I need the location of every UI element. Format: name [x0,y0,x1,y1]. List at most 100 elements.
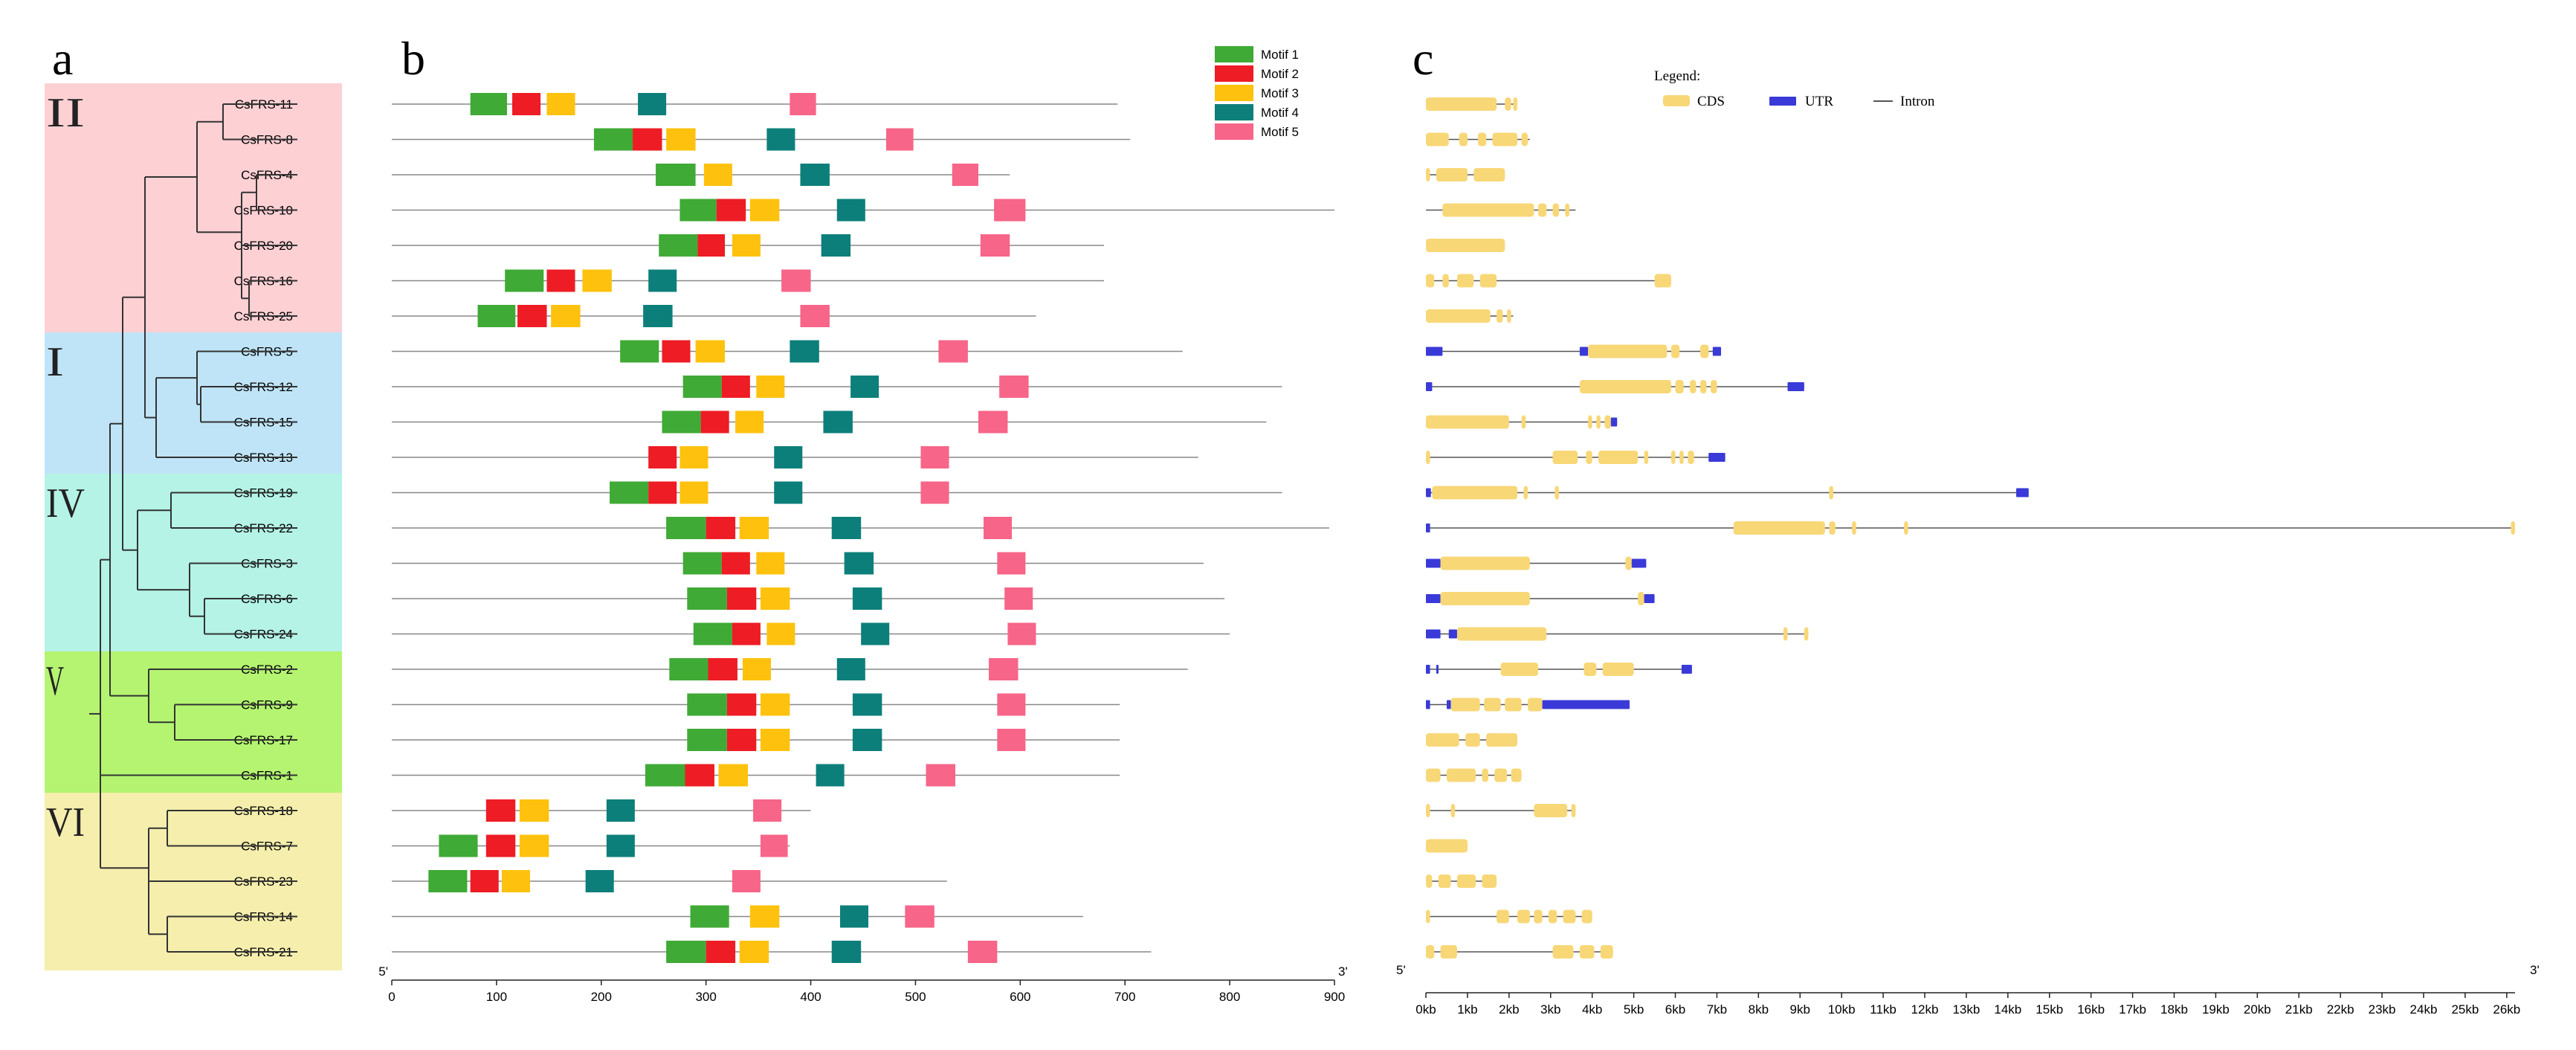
legend-utr-swatch [1769,97,1796,106]
axis-b-tick-label: 900 [1324,990,1345,1004]
utr-box [1426,558,1441,568]
motif-2-box [470,870,499,892]
cds-box [1521,415,1526,429]
motif-5-box [997,729,1026,751]
legend-swatch-motif-5 [1215,123,1253,140]
panel-label-a: a [52,32,73,85]
motif-2-box [721,552,750,575]
clade-band-V [45,651,342,793]
cds-box [1440,945,1457,959]
cds-box [1473,168,1505,181]
phylogenetic-tree: CsFRS-11CsFRS-8CsFRS-4CsFRS-10CsFRS-20Cs… [89,97,297,959]
legend-intron-label: Intron [1900,94,1935,109]
clade-label: VI [46,799,85,846]
cds-box [1500,663,1538,676]
utr-box [1448,629,1457,639]
motif-2-box [633,128,662,151]
cds-box [1904,521,1908,535]
motif-5-box [994,199,1026,222]
motif-4-box [836,658,865,680]
cds-box [1426,239,1505,252]
cds-box [1600,945,1613,959]
cds-box [1450,804,1456,817]
cds-box [1527,698,1543,712]
legend-title: Legend: [1654,68,1700,84]
cds-box [1588,344,1668,358]
cds-box [1804,627,1809,641]
axis-c-tick-label: 10kb [1828,1002,1856,1017]
motif-5-box [978,410,1008,434]
motif-2-box [726,693,757,716]
motif-5-box [732,870,761,892]
axis-c-tick-label: 18kb [2160,1002,2188,1017]
cds-box [1484,698,1501,712]
cds-box [1625,556,1632,570]
utr-box [2016,488,2029,497]
motif-5-box [760,834,788,857]
motif-1-box [687,729,727,751]
cds-box [1552,945,1574,959]
cds-box [1426,768,1441,782]
cds-box [1426,274,1435,288]
motif-3-box [735,410,764,434]
cds-box [1513,97,1518,111]
axis-c-tick-label: 2kb [1499,1002,1519,1017]
axis-c-tick-label: 25kb [2451,1002,2479,1017]
motif-3-box [739,941,769,963]
motif-3-box [501,870,530,892]
motif-3-box [666,128,696,151]
cds-box [1521,132,1528,146]
cds-box [1596,415,1601,429]
cds-box [1670,451,1676,464]
utr-box [1426,700,1430,709]
legend-label-motif-2: Motif 2 [1261,67,1299,81]
motif-4-box [823,410,853,434]
motif-5-box [967,941,998,963]
utr-box [1426,382,1433,391]
cds-box [1432,486,1518,500]
motif-3-box [760,729,790,751]
motif-5-box [1004,587,1033,610]
motif-4-box [638,93,667,115]
cds-box [1700,380,1707,393]
legend-swatch-motif-3 [1215,85,1253,101]
motif-1-box [593,128,633,151]
axis-c-tick-label: 26kb [2493,1002,2520,1017]
motif-3-box [703,164,732,186]
cds-box [1482,768,1488,782]
cds-box [1479,274,1497,288]
clade-band-I [45,332,342,474]
axis-b-tick-label: 700 [1114,990,1135,1004]
cds-box [1426,415,1509,429]
utr-box [1426,629,1441,639]
motif-1-box [505,269,544,292]
motif-2-box [512,93,541,115]
cds-box [2511,521,2515,535]
motif-2-box [697,234,726,257]
motif-5-box [920,481,949,504]
axis-c-tick-label: 3kb [1540,1002,1560,1017]
cds-box [1497,309,1503,323]
legend-swatch-motif-1 [1215,46,1253,62]
motif-2-box [517,305,547,327]
axes: 0 100 200 300 400 500 600 700 800 900 5' 3' 0kb 1kb 2k… [378,963,2539,1017]
legend-swatch-motif-2 [1215,65,1253,82]
motif-5-box [997,552,1026,575]
motif-1-box [669,658,708,680]
cds-box [1507,309,1511,323]
motif-4-box [852,729,882,751]
cds-box [1426,451,1430,464]
cds-box [1497,909,1509,924]
utr-box [1542,700,1630,709]
motif-3-box [749,199,780,222]
motif-5-box [999,376,1029,398]
cds-box [1579,380,1671,393]
motif-3-box [551,305,581,327]
motif-1-box [690,905,729,928]
cds-box [1679,451,1684,464]
motif-4-box [852,587,882,610]
motif-1-box [610,481,649,504]
cds-box [1456,627,1547,641]
cds-box [1492,132,1518,146]
